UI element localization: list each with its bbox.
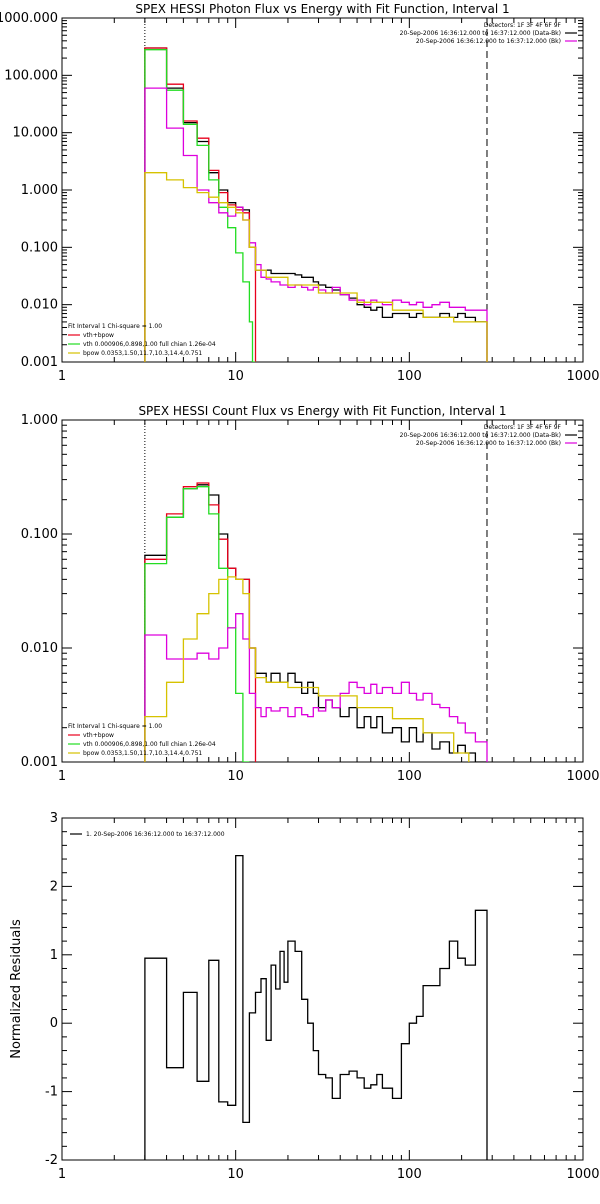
y-tick-label: 100.000 <box>4 68 58 83</box>
chart-1: SPEX HESSI Photon Flux vs Energy with Fi… <box>0 2 600 384</box>
legend-top-right-text: Detectors: 1F 3F 4F 6F 9F <box>484 424 562 431</box>
series-yellow-line <box>144 172 488 362</box>
chart-2: SPEX HESSI Count Flux vs Energy with Fit… <box>21 404 600 784</box>
legend-top-right-text: 20-Sep-2006 16:36:12.000 to 16:37:12.000… <box>400 30 561 37</box>
y-tick-label: -2 <box>45 1153 58 1168</box>
x-tick-label: 10 <box>227 769 244 784</box>
y-tick-label: 0.100 <box>21 240 58 255</box>
x-tick-label: 10 <box>227 1167 244 1182</box>
legend-top-left: 1. 20-Sep-2006 16:36:12.000 to 16:37:12.… <box>70 831 225 838</box>
series-green-line <box>144 486 250 762</box>
y-tick-label: 2 <box>50 879 58 894</box>
legend-bottom-left-text: vth+bpow <box>83 332 114 339</box>
legend-bottom-left-text: bpow 0.0353,1.50,11.7,10.3,14.4,0.751 <box>83 350 202 357</box>
plot-frame <box>61 419 584 763</box>
x-tick-label: 1000 <box>566 369 599 384</box>
series-red-line <box>144 482 257 762</box>
legend-bottom-left: Fit Interval 1 Chi-square = 1.00 vth+bpow… <box>68 323 216 357</box>
legend-top-right-text: 20-Sep-2006 16:36:12.000 to 16:37:12.000… <box>416 440 561 447</box>
y-tick-label: 3 <box>50 811 58 826</box>
series-black-line <box>144 854 488 1160</box>
x-tick-label: 100 <box>397 1167 422 1182</box>
series-green-line <box>144 49 256 362</box>
y-tick-label: -1 <box>45 1085 58 1100</box>
plot-frame <box>61 817 584 1161</box>
y-tick-label: 1 <box>50 948 58 963</box>
legend-bottom-left-text: bpow 0.0353,1.50,11.7,10.3,14.4,0.751 <box>83 750 202 757</box>
y-tick-label: 0 <box>50 1016 58 1031</box>
series-yellow-line <box>144 576 470 762</box>
plot-area <box>144 854 488 1160</box>
y-tick-label: 1.000 <box>21 413 58 428</box>
y-tick-label: 1000.000 <box>0 11 58 26</box>
plot-area <box>144 482 488 762</box>
legend-fit-text: Fit Interval 1 Chi-square = 1.00 <box>68 323 162 330</box>
chart-3: 1 10 100 1000 -2 -1 0 1 2 3 Normalized Residuals 1.… <box>9 811 600 1182</box>
legend-bottom-left: Fit Interval 1 Chi-square = 1.00 vth+bpow… <box>68 723 216 757</box>
legend-fit-text: Fit Interval 1 Chi-square = 1.00 <box>68 723 162 730</box>
legend-top-left-text: 1. 20-Sep-2006 16:36:12.000 to 16:37:12.… <box>86 831 225 838</box>
y-tick-label: 0.001 <box>21 355 58 370</box>
legend-bottom-left-text: vth+bpow <box>83 732 114 739</box>
x-tick-label: 1000 <box>566 769 599 784</box>
legend-top-right-text: 20-Sep-2006 16:36:12.000 to 16:37:12.000… <box>400 432 561 439</box>
y-tick-label: 10.000 <box>13 126 59 141</box>
chart-title: SPEX HESSI Photon Flux vs Energy with Fi… <box>135 2 509 16</box>
legend-top-right-text: 20-Sep-2006 16:36:12.000 to 16:37:12.000… <box>416 38 561 45</box>
x-tick-label: 100 <box>397 769 422 784</box>
series-red-line <box>144 47 257 362</box>
series-magenta-line <box>144 87 488 362</box>
y-tick-label: 0.010 <box>21 298 58 313</box>
x-tick-label: 1000 <box>566 1167 599 1182</box>
plot-frame <box>61 17 584 363</box>
chart-title: SPEX HESSI Count Flux vs Energy with Fit… <box>138 404 506 418</box>
x-tick-label: 100 <box>397 369 422 384</box>
x-tick-label: 1 <box>58 369 66 384</box>
y-tick-label: 0.010 <box>21 641 58 656</box>
legend-bottom-left-text: vth 0.000906,0.898,1.00 full chian 1.26e… <box>83 341 216 348</box>
y-axis-label: Normalized Residuals <box>9 919 24 1059</box>
x-tick-label: 1 <box>58 1167 66 1182</box>
legend-bottom-left-text: vth 0.000906,0.898,1.00 full chian 1.26e… <box>83 741 216 748</box>
series-black-line <box>144 47 488 362</box>
legend-top-right-text: Detectors: 1F 3F 4F 6F 9F <box>484 22 562 29</box>
y-tick-label: 0.001 <box>21 755 58 770</box>
plot-area <box>144 47 488 362</box>
series-magenta-line <box>144 613 488 762</box>
y-tick-label: 0.100 <box>21 527 58 542</box>
y-tick-label: 1.000 <box>21 183 58 198</box>
x-tick-label: 10 <box>227 369 244 384</box>
x-tick-label: 1 <box>58 769 66 784</box>
series-black-line <box>144 484 487 762</box>
